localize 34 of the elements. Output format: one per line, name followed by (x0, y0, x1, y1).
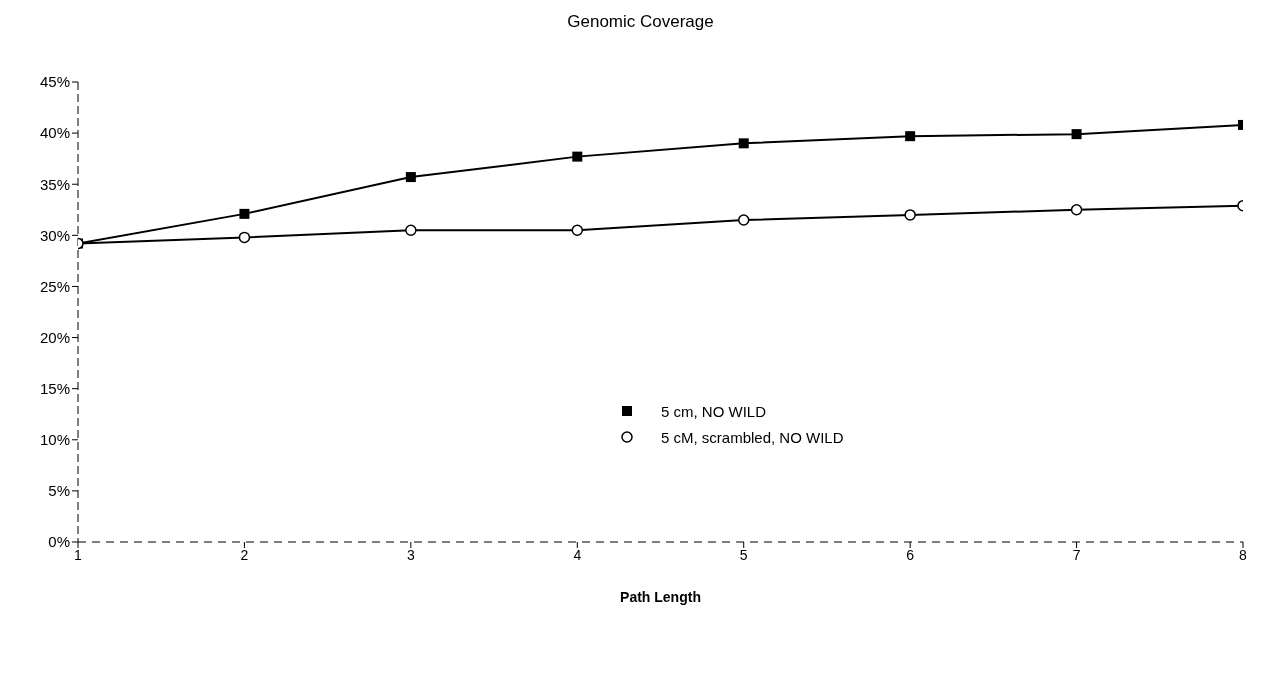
point (905, 131, 916, 142)
point (405, 224, 417, 236)
y-tick-label: 15% (39, 379, 70, 397)
legend-label: 5 cm, NO WILD (661, 402, 767, 420)
point (1071, 129, 1082, 140)
legend-label: 5 cM, scrambled, NO WILD (661, 428, 844, 446)
y-tick-label: 35% (39, 175, 70, 193)
point (572, 151, 583, 162)
x-tick-label: 4 (573, 546, 582, 563)
x-tick-label: 3 (406, 546, 415, 563)
point (904, 209, 916, 221)
point (405, 172, 416, 183)
point (239, 208, 250, 219)
x-axis-title: Path Length (620, 589, 701, 605)
x-tick-label: 1 (74, 546, 83, 563)
x-tick-label: 7 (1072, 546, 1081, 563)
x-tick-label: 5 (739, 546, 748, 563)
y-tick-label: 5% (48, 482, 70, 500)
x-tick-label: 6 (906, 546, 915, 563)
point (571, 224, 584, 236)
y-tick-label: 0% (48, 533, 70, 551)
x-tick-label: 8 (1239, 546, 1248, 563)
y-tick-label: 25% (39, 277, 70, 295)
y-tick-label: 10% (39, 431, 70, 449)
x-tick-label: 2 (240, 546, 249, 563)
y-tick-label: 45% (39, 73, 70, 91)
y-tick-label: 20% (39, 328, 70, 346)
chart-title: Genomic Coverage (566, 12, 715, 33)
y-tick-label: 40% (39, 124, 70, 142)
y-tick-label: 30% (39, 226, 70, 244)
point (737, 214, 750, 226)
point (738, 138, 749, 149)
point (238, 231, 251, 244)
point (1070, 204, 1083, 216)
